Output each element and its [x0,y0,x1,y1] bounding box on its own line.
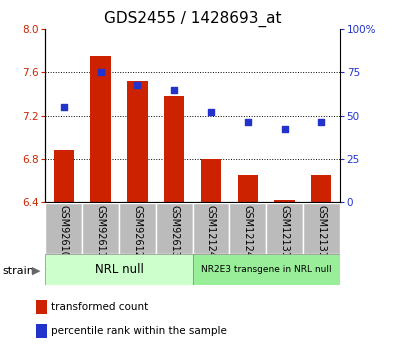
Bar [54,150,74,202]
Point [208,109,214,115]
Text: NR2E3 transgene in NRL null: NR2E3 transgene in NRL null [201,265,331,274]
Text: GSM121315: GSM121315 [280,205,290,264]
Text: GSM92610: GSM92610 [59,205,69,258]
Bar [266,203,303,254]
Text: GSM121249: GSM121249 [243,205,253,264]
Text: strain: strain [2,266,34,276]
Bar [311,175,331,202]
Bar [193,254,340,285]
Point [245,120,251,125]
Text: GSM92611: GSM92611 [96,205,105,258]
Point [281,127,288,132]
Bar [119,203,156,254]
Text: GSM121242: GSM121242 [206,205,216,264]
Text: GSM92613: GSM92613 [169,205,179,258]
Title: GDS2455 / 1428693_at: GDS2455 / 1428693_at [104,10,281,27]
Text: transformed count: transformed count [51,302,149,312]
Bar [229,203,266,254]
Bar [275,200,295,202]
Bar [201,159,221,202]
Text: NRL null: NRL null [94,263,143,276]
Bar [303,203,340,254]
Text: ▶: ▶ [32,266,41,276]
Bar [45,203,82,254]
Point [171,87,177,92]
Bar [164,96,184,202]
Bar [156,203,193,254]
Text: GSM92612: GSM92612 [132,205,142,258]
Point [98,70,104,75]
Bar [127,81,147,202]
Bar [238,175,258,202]
Point [318,120,324,125]
Bar [90,56,111,202]
Bar [45,254,193,285]
Point [61,104,67,110]
Bar [193,203,229,254]
Point [134,82,141,87]
Text: percentile rank within the sample: percentile rank within the sample [51,326,227,336]
Bar [82,203,119,254]
Text: GSM121316: GSM121316 [316,205,326,264]
